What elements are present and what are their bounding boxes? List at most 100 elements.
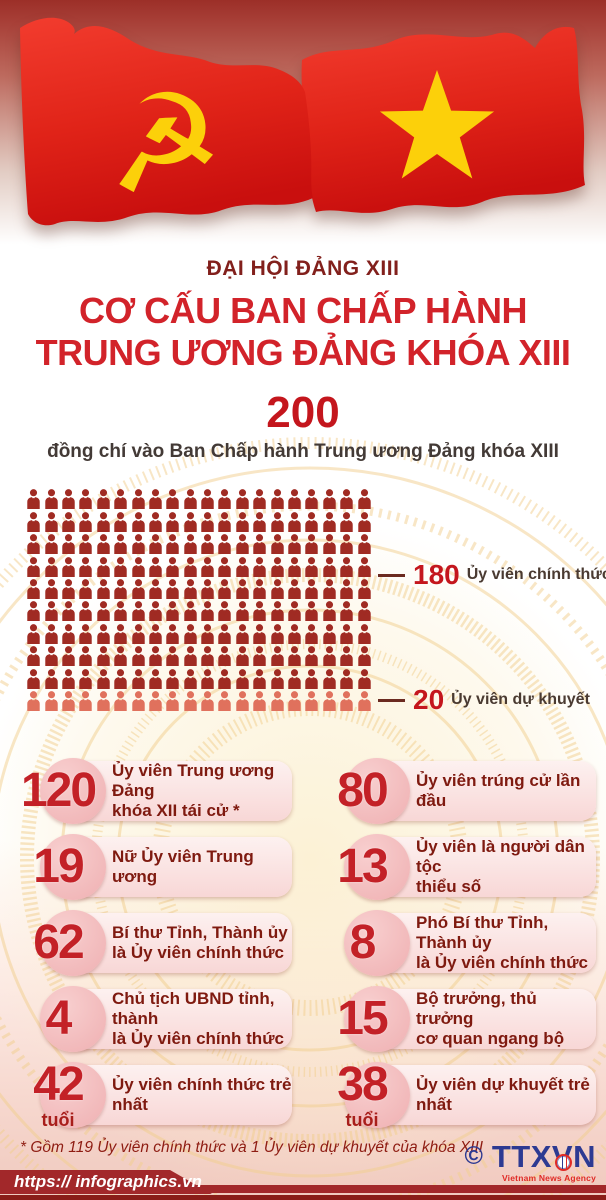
person-icon-official — [26, 646, 41, 666]
person-icon-official — [339, 579, 354, 599]
person-icon-official — [357, 646, 372, 666]
person-icon-alternate — [165, 691, 180, 711]
stat-label: Ủy viên là người dân tộc thiểu số — [416, 836, 585, 897]
person-icon-official — [44, 579, 59, 599]
stat-label: Ủy viên chính thức trẻ nhất — [112, 1074, 292, 1114]
person-icon-official — [217, 669, 232, 689]
person-icon-official — [78, 512, 93, 532]
person-icon-official — [131, 512, 146, 532]
person-icon-official — [287, 557, 302, 577]
stat-unit: tuổi — [345, 1110, 379, 1130]
person-icon-official — [200, 512, 215, 532]
legend-official-value: 180 — [413, 559, 460, 590]
person-icon-official — [148, 624, 163, 644]
person-icon-official — [287, 534, 302, 554]
stat-circle — [40, 910, 106, 976]
person-icon-official — [200, 624, 215, 644]
person-icon-official — [339, 512, 354, 532]
person-icon-official — [322, 557, 337, 577]
person-icon-official — [217, 624, 232, 644]
person-icon-official — [270, 624, 285, 644]
person-icon-official — [235, 579, 250, 599]
person-icon-official — [304, 579, 319, 599]
person-icon-official — [287, 669, 302, 689]
person-icon-official — [339, 669, 354, 689]
person-icon-official — [183, 557, 198, 577]
stat-circle — [344, 1062, 410, 1128]
person-icon-official — [165, 557, 180, 577]
legend-official-members: 180 Ủy viên chính thức — [378, 561, 606, 589]
person-icon-official — [217, 489, 232, 509]
person-icon-alternate — [357, 691, 372, 711]
agency-abbreviation: TTXVN — [491, 1139, 596, 1174]
person-icon-official — [131, 646, 146, 666]
person-icon-official — [131, 624, 146, 644]
person-icon-alternate — [61, 691, 76, 711]
person-icon-official — [26, 624, 41, 644]
person-icon-official — [183, 579, 198, 599]
person-icon-official — [26, 579, 41, 599]
person-icon-official — [113, 669, 128, 689]
person-icon-official — [44, 669, 59, 689]
person-icon-official — [165, 669, 180, 689]
person-icon-official — [148, 534, 163, 554]
person-icon-official — [217, 579, 232, 599]
person-icon-official — [200, 557, 215, 577]
person-icon-official — [165, 534, 180, 554]
person-icon-official — [26, 669, 41, 689]
site-url-link[interactable]: https:// infographics.vn — [14, 1172, 202, 1191]
stat-label: Ủy viên Trung ương Đảng khóa XII tái cử * — [112, 760, 275, 821]
stat-number: 8 — [349, 916, 377, 969]
person-icon-official — [357, 601, 372, 621]
person-icon-official — [113, 489, 128, 509]
stat-number: 19 — [33, 840, 84, 893]
person-icon-official — [235, 512, 250, 532]
person-icon-official — [165, 601, 180, 621]
person-icon-alternate — [322, 691, 337, 711]
person-icon-official — [44, 601, 59, 621]
person-icon-official — [61, 534, 76, 554]
person-icon-official — [322, 669, 337, 689]
person-icon-official — [217, 557, 232, 577]
person-icon-official — [26, 601, 41, 621]
person-icon-official — [304, 557, 319, 577]
person-icon-official — [287, 624, 302, 644]
person-icon-official — [252, 534, 267, 554]
globe-icon — [555, 1154, 572, 1171]
stat-item: Ủy viên chính thức trẻ nhất 42 tuổi — [10, 1061, 294, 1129]
person-icon-official — [183, 624, 198, 644]
person-icon-official — [322, 624, 337, 644]
person-icon-official — [61, 646, 76, 666]
stat-circle — [40, 758, 106, 824]
person-icon-official — [183, 646, 198, 666]
person-icon-official — [235, 489, 250, 509]
person-icon-official — [322, 579, 337, 599]
total-caption: đồng chí vào Ban Chấp hành Trung ương Đả… — [47, 441, 559, 462]
person-icon-official — [61, 579, 76, 599]
person-icon-official — [148, 489, 163, 509]
person-icon-alternate — [304, 691, 319, 711]
person-icon-official — [148, 557, 163, 577]
person-icon-official — [270, 534, 285, 554]
person-icon-official — [304, 534, 319, 554]
person-icon-official — [270, 557, 285, 577]
person-icon-official — [217, 534, 232, 554]
party-flag-icon: ☭ — [20, 17, 313, 226]
person-icon-official — [357, 579, 372, 599]
hero-banner: ☭ — [0, 0, 606, 252]
person-icon-official — [252, 489, 267, 509]
person-icon-official — [131, 669, 146, 689]
person-icon-official — [113, 579, 128, 599]
person-icon-official — [26, 489, 41, 509]
person-icon-official — [339, 534, 354, 554]
gold-star-icon — [379, 70, 495, 179]
stat-item: Phó Bí thư Tỉnh, Thành ủy là Ủy viên chín… — [314, 910, 598, 976]
person-icon-official — [61, 601, 76, 621]
person-icon-alternate — [78, 691, 93, 711]
person-icon-official — [287, 579, 302, 599]
stat-label: Chủ tịch UBND tỉnh, thành là Ủy viên chín… — [112, 988, 284, 1049]
legend-official-label: Ủy viên chính thức — [466, 566, 606, 583]
person-icon-official — [183, 489, 198, 509]
person-icon-official — [113, 646, 128, 666]
person-icon-official — [322, 646, 337, 666]
